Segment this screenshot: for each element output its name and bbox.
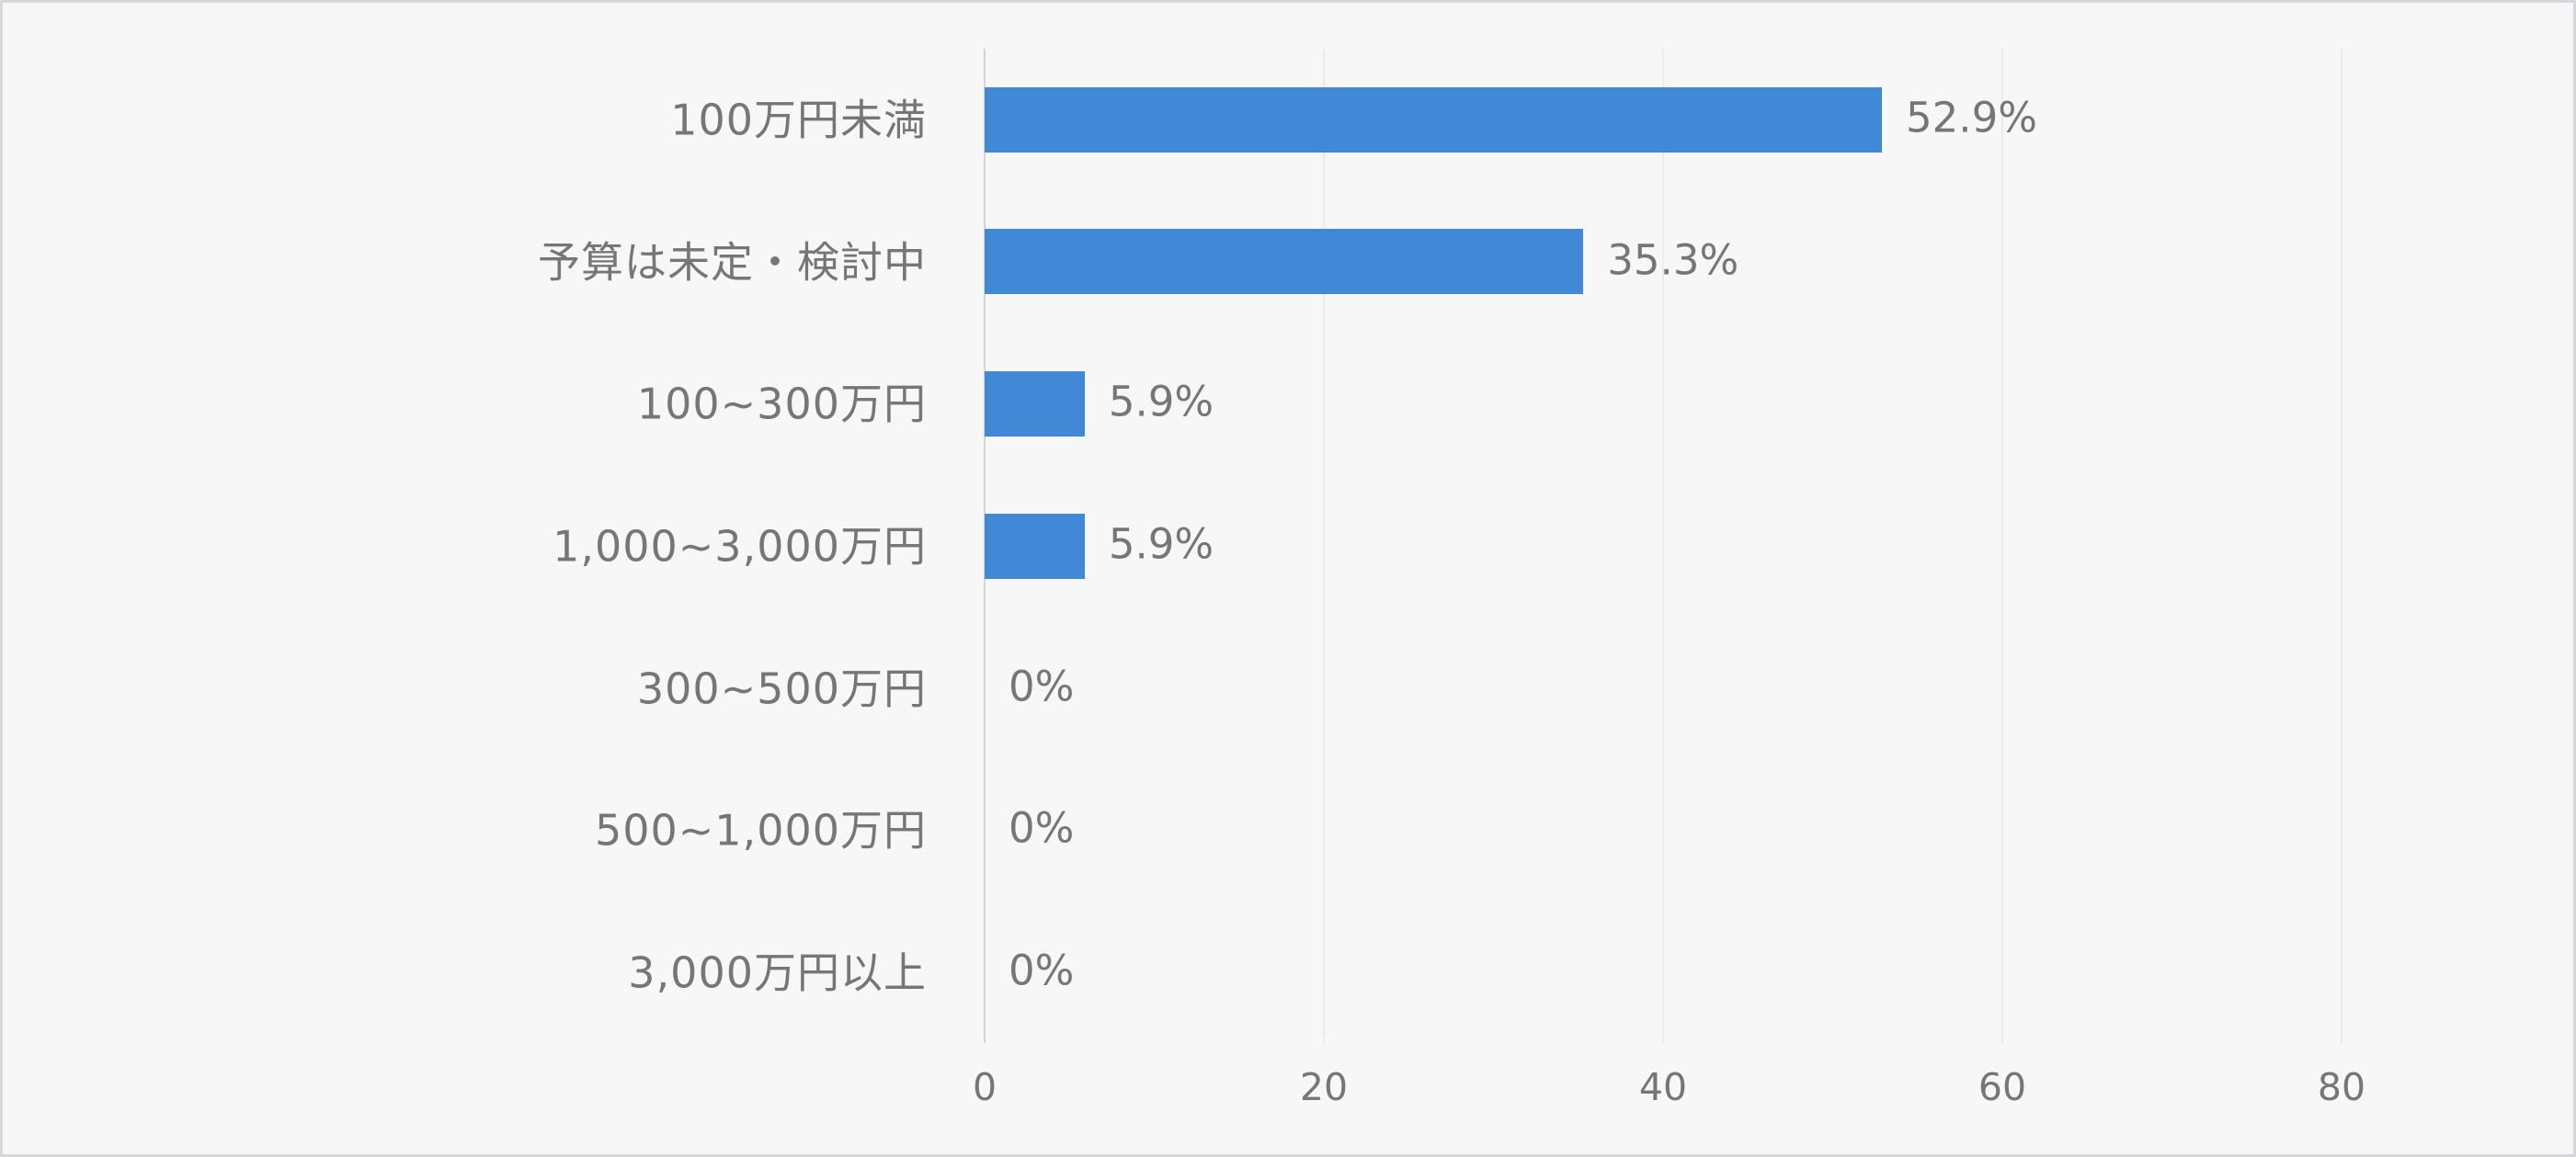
gridline [2341, 49, 2342, 1043]
gridline [1662, 49, 1664, 1043]
value-label: 5.9% [1108, 377, 1214, 426]
bar [985, 86, 1882, 153]
x-axis-tick-label: 80 [2317, 1065, 2366, 1109]
category-label: 100~300万円 [636, 379, 927, 429]
bar [985, 229, 1584, 295]
category-label: 1,000~3,000万円 [553, 521, 927, 572]
gridline [1323, 49, 1325, 1043]
x-axis-tick-label: 60 [1978, 1065, 2027, 1109]
value-label: 5.9% [1108, 519, 1214, 569]
bar [985, 370, 1085, 437]
value-label: 0% [1009, 946, 1075, 995]
value-label: 35.3% [1607, 235, 1739, 285]
x-axis-tick-label: 20 [1299, 1065, 1349, 1109]
plot-area: 0 20 40 60 80 100万円未満 52.9% 予算は未定・検討中 35.3% 100~3… [3, 3, 2573, 1154]
x-axis-tick-label: 0 [972, 1065, 997, 1109]
value-label: 0% [1009, 803, 1075, 853]
category-label: 予算は未定・検討中 [538, 237, 927, 288]
category-label: 100万円未満 [670, 95, 927, 145]
category-label: 500~1,000万円 [594, 805, 927, 856]
value-label: 52.9% [1906, 93, 2037, 142]
value-label: 0% [1009, 661, 1075, 710]
bar [985, 513, 1085, 579]
gridline [2001, 49, 2003, 1043]
category-label: 3,000万円以上 [628, 947, 927, 998]
category-label: 300~500万円 [636, 663, 927, 713]
x-axis-tick-label: 40 [1638, 1065, 1688, 1109]
